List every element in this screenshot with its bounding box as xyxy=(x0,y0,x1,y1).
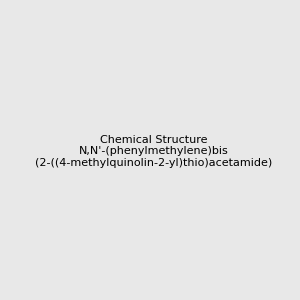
Text: Chemical Structure
N,N'-(phenylmethylene)bis
(2-((4-methylquinolin-2-yl)thio)ace: Chemical Structure N,N'-(phenylmethylene… xyxy=(35,135,272,168)
